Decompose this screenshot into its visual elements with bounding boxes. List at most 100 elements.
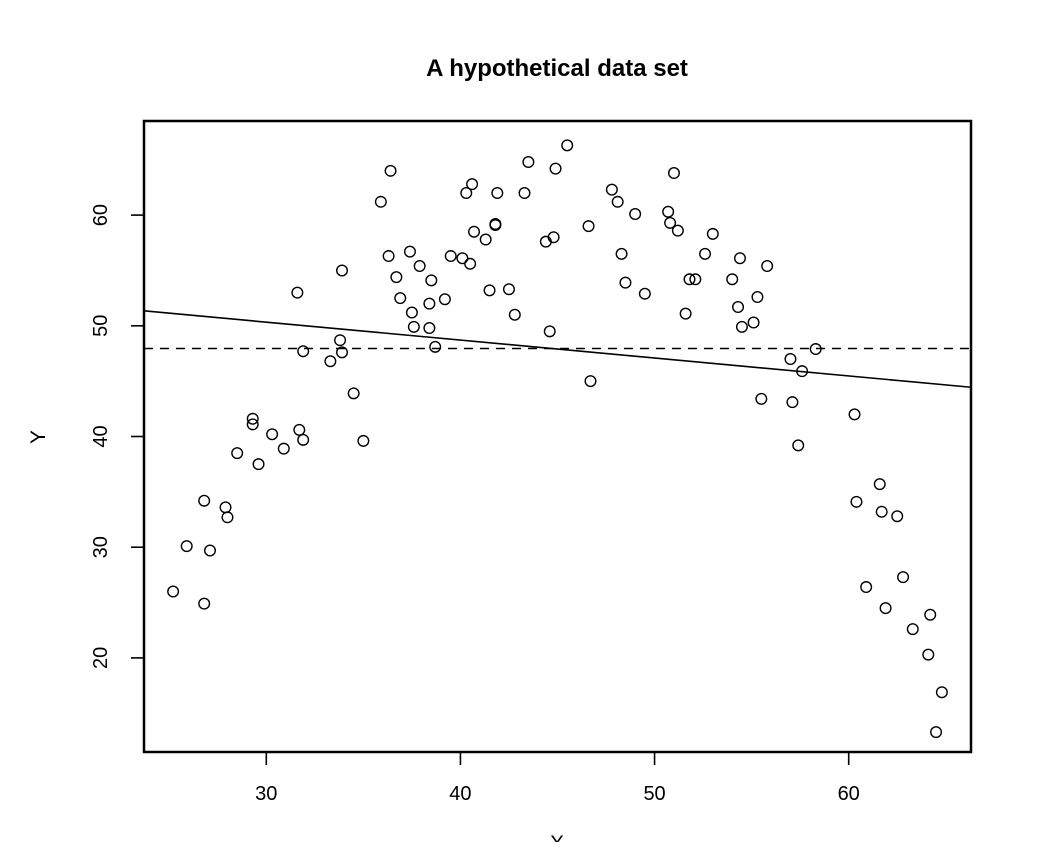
data-point-85 (796, 365, 809, 378)
chart-title: A hypothetical data set (426, 55, 688, 82)
data-point-15 (297, 433, 310, 446)
x-tick-label-3: 60 (838, 783, 860, 805)
data-point-31 (413, 260, 426, 273)
data-point-35 (429, 340, 442, 353)
data-point-3 (198, 597, 211, 610)
data-point-65 (662, 205, 675, 218)
data-point-2 (198, 494, 211, 507)
data-point-77 (735, 320, 748, 333)
data-point-53 (543, 325, 556, 338)
data-point-88 (850, 495, 863, 508)
data-point-19 (336, 346, 349, 359)
data-point-38 (456, 252, 469, 265)
data-point-18 (334, 334, 347, 347)
data-point-41 (466, 178, 479, 191)
x-tick-label-2: 50 (643, 783, 665, 805)
x-tick-label-1: 40 (449, 783, 471, 805)
data-point-12 (277, 442, 290, 455)
data-point-14 (293, 423, 306, 436)
y-axis: 20 30 40 50 60 (90, 204, 145, 669)
y-tick-label-3: 50 (90, 315, 112, 337)
data-point-93 (891, 510, 904, 523)
data-point-82 (784, 353, 797, 366)
data-point-6 (221, 511, 234, 524)
data-point-13 (291, 286, 304, 299)
data-point-76 (733, 252, 746, 265)
y-tick-label-4: 60 (90, 204, 112, 226)
data-point-1 (180, 540, 193, 553)
data-point-91 (875, 505, 888, 518)
data-point-68 (671, 224, 684, 237)
y-axis-label: Y (27, 430, 50, 444)
data-point-29 (405, 306, 418, 319)
data-point-7 (231, 447, 244, 460)
data-point-32 (423, 297, 436, 310)
data-point-25 (384, 164, 397, 177)
data-point-48 (502, 283, 515, 296)
data-point-94 (897, 571, 910, 584)
data-point-50 (518, 186, 531, 199)
data-point-71 (689, 273, 702, 286)
y-tick-label-2: 40 (90, 425, 112, 447)
x-tick-label-0: 30 (255, 783, 277, 805)
data-point-9 (246, 418, 259, 431)
data-point-64 (638, 287, 651, 300)
data-point-75 (732, 300, 745, 313)
data-point-10 (252, 458, 265, 471)
data-point-4 (204, 544, 217, 557)
data-point-56 (561, 139, 574, 152)
data-point-27 (394, 292, 407, 305)
data-point-8 (246, 412, 259, 425)
data-point-22 (357, 434, 370, 447)
data-point-40 (464, 257, 477, 270)
data-point-46 (489, 219, 502, 232)
data-point-81 (761, 260, 774, 273)
data-point-98 (930, 726, 943, 739)
data-point-57 (582, 220, 595, 233)
data-point-66 (664, 216, 677, 229)
data-point-16 (297, 345, 310, 358)
data-point-99 (935, 686, 948, 699)
data-point-39 (460, 186, 473, 199)
data-point-83 (786, 396, 799, 409)
data-point-55 (549, 162, 562, 175)
data-point-87 (848, 408, 861, 421)
data-point-11 (266, 428, 279, 441)
data-point-52 (539, 235, 552, 248)
data-point-24 (382, 250, 395, 263)
data-point-73 (706, 227, 719, 240)
data-point-62 (619, 276, 632, 289)
data-point-89 (860, 581, 873, 594)
data-point-34 (425, 274, 438, 287)
data-point-86 (809, 343, 822, 356)
data-point-49 (508, 308, 521, 321)
data-point-21 (347, 387, 360, 400)
data-point-33 (423, 322, 436, 335)
data-point-61 (615, 247, 628, 260)
data-point-96 (922, 648, 935, 661)
data-point-59 (605, 183, 618, 196)
data-point-44 (483, 284, 496, 297)
data-points (167, 139, 948, 739)
data-point-26 (390, 271, 403, 284)
solid-fit-line-0 (143, 310, 972, 389)
data-point-90 (873, 478, 886, 491)
data-point-97 (924, 608, 937, 621)
data-point-74 (726, 273, 739, 286)
data-point-47 (491, 186, 504, 199)
data-point-70 (683, 273, 696, 286)
data-point-30 (407, 320, 420, 333)
data-point-37 (444, 250, 457, 263)
data-point-42 (468, 225, 481, 238)
data-point-28 (403, 245, 416, 258)
data-point-84 (792, 439, 805, 452)
data-point-67 (667, 167, 680, 180)
y-tick-label-0: 20 (90, 647, 112, 669)
data-point-0 (167, 585, 180, 598)
data-point-54 (547, 231, 560, 244)
data-point-60 (611, 195, 624, 208)
data-point-78 (747, 316, 760, 329)
data-point-51 (522, 155, 535, 168)
